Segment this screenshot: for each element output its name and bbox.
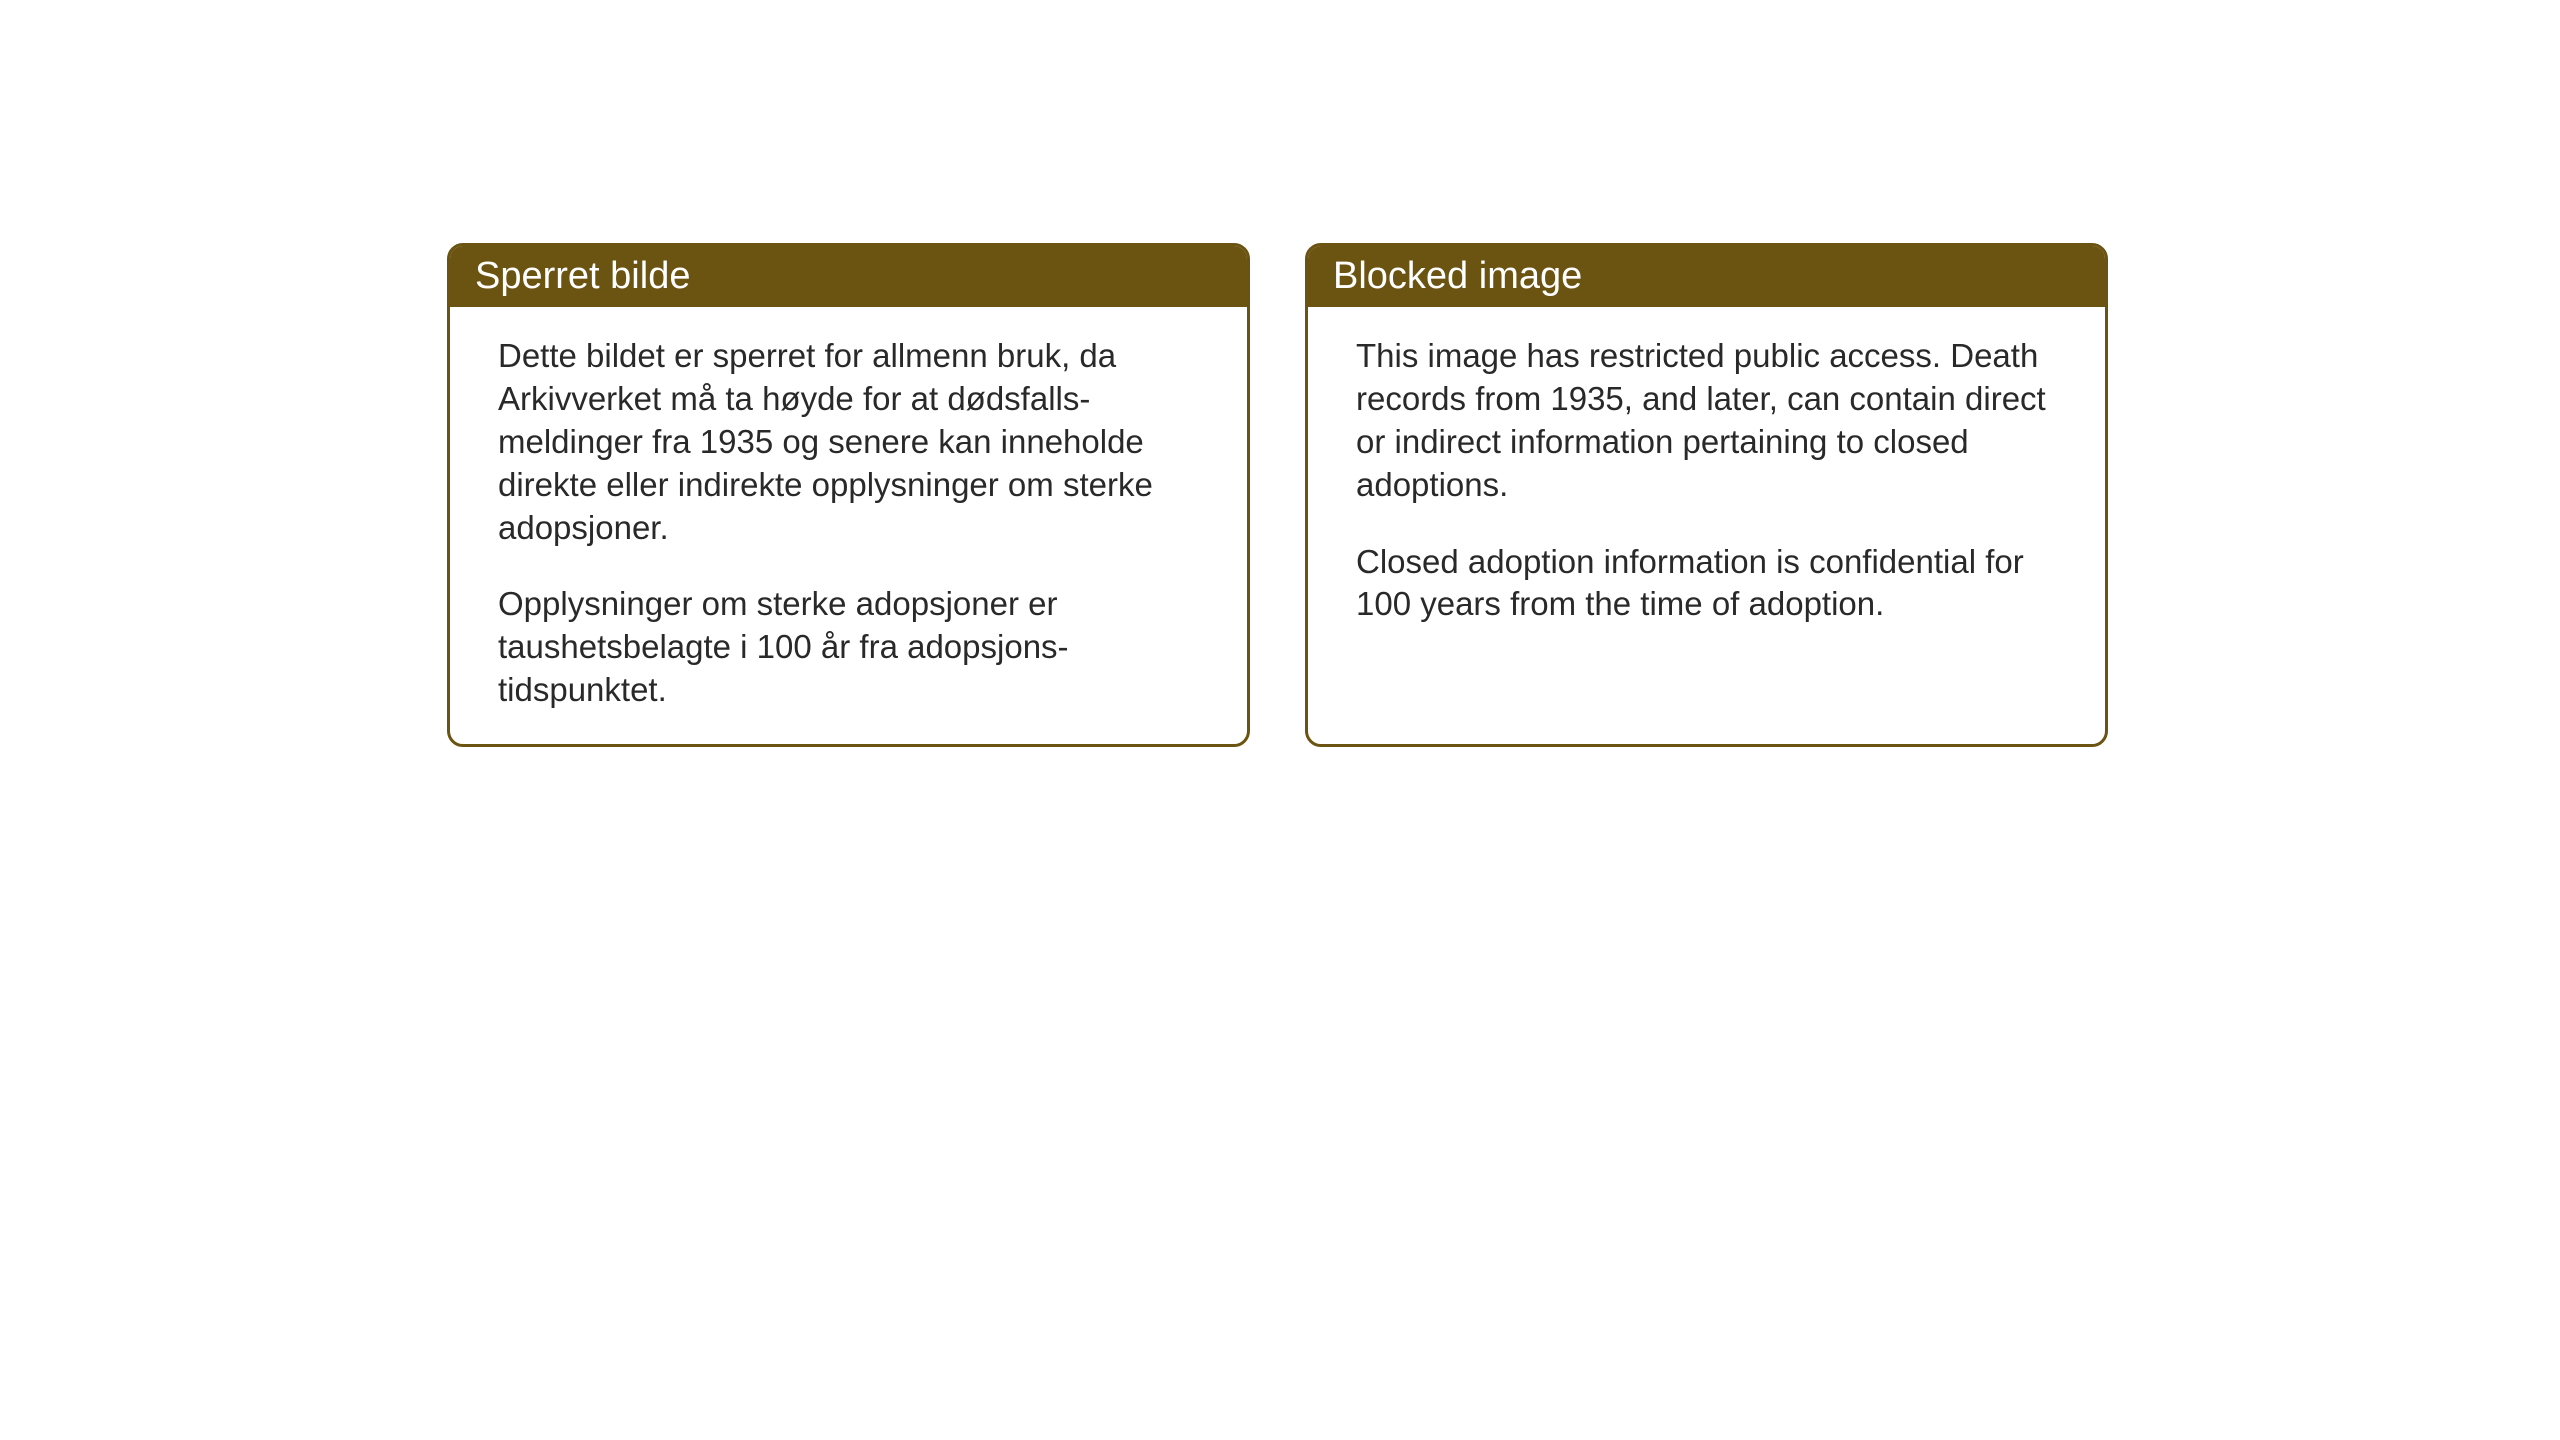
english-paragraph-1: This image has restricted public access.… [1356,335,2057,507]
cards-container: Sperret bilde Dette bildet er sperret fo… [447,243,2108,747]
norwegian-card-title: Sperret bilde [450,246,1247,307]
norwegian-card: Sperret bilde Dette bildet er sperret fo… [447,243,1250,747]
norwegian-paragraph-1: Dette bildet er sperret for allmenn bruk… [498,335,1199,549]
english-paragraph-2: Closed adoption information is confident… [1356,541,2057,627]
norwegian-paragraph-2: Opplysninger om sterke adopsjoner er tau… [498,583,1199,712]
english-card: Blocked image This image has restricted … [1305,243,2108,747]
english-card-body: This image has restricted public access.… [1308,307,2105,707]
english-card-title: Blocked image [1308,246,2105,307]
norwegian-card-body: Dette bildet er sperret for allmenn bruk… [450,307,1247,744]
